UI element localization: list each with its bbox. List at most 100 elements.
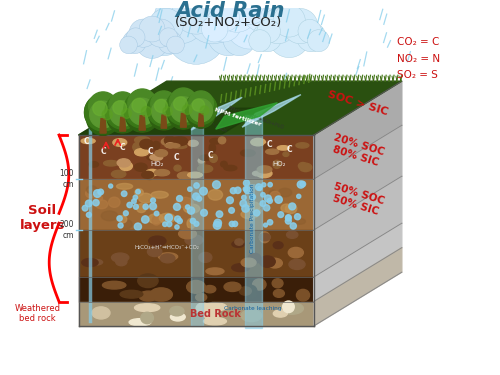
- Ellipse shape: [196, 124, 205, 128]
- Circle shape: [110, 101, 136, 126]
- Circle shape: [298, 20, 322, 43]
- Circle shape: [163, 107, 172, 116]
- Text: C: C: [208, 151, 214, 160]
- Circle shape: [122, 191, 127, 196]
- Ellipse shape: [104, 160, 118, 166]
- Ellipse shape: [134, 163, 147, 171]
- Polygon shape: [314, 223, 402, 302]
- Circle shape: [174, 203, 180, 210]
- Circle shape: [254, 210, 260, 216]
- Text: CO₂ = C: CO₂ = C: [397, 37, 440, 47]
- Ellipse shape: [144, 277, 158, 285]
- Ellipse shape: [146, 172, 154, 180]
- Ellipse shape: [278, 188, 291, 197]
- Ellipse shape: [268, 258, 282, 268]
- Circle shape: [275, 196, 282, 203]
- Circle shape: [216, 0, 258, 32]
- Ellipse shape: [178, 229, 196, 239]
- Circle shape: [200, 188, 207, 195]
- Ellipse shape: [112, 170, 126, 178]
- Circle shape: [186, 205, 190, 209]
- Circle shape: [126, 28, 145, 46]
- Circle shape: [150, 198, 156, 203]
- Circle shape: [257, 20, 280, 43]
- Ellipse shape: [203, 303, 226, 311]
- Ellipse shape: [251, 138, 266, 146]
- Circle shape: [105, 94, 140, 129]
- Ellipse shape: [210, 138, 222, 144]
- Ellipse shape: [152, 216, 160, 225]
- Circle shape: [186, 0, 238, 44]
- Ellipse shape: [210, 154, 218, 162]
- Ellipse shape: [135, 189, 143, 196]
- Circle shape: [142, 216, 149, 223]
- Circle shape: [165, 214, 172, 222]
- Circle shape: [289, 203, 296, 210]
- Circle shape: [159, 28, 178, 46]
- Ellipse shape: [204, 318, 227, 325]
- Ellipse shape: [137, 128, 147, 132]
- Circle shape: [166, 36, 184, 54]
- Ellipse shape: [142, 171, 154, 178]
- Circle shape: [166, 4, 226, 64]
- Text: SO₂ = S: SO₂ = S: [397, 70, 438, 80]
- Ellipse shape: [160, 254, 175, 263]
- Circle shape: [214, 219, 222, 226]
- Ellipse shape: [89, 162, 99, 167]
- Ellipse shape: [186, 280, 206, 293]
- Ellipse shape: [235, 239, 243, 245]
- Circle shape: [84, 94, 122, 131]
- Circle shape: [200, 209, 207, 216]
- Circle shape: [214, 221, 221, 229]
- Text: HO₂: HO₂: [150, 161, 164, 167]
- Ellipse shape: [246, 285, 257, 299]
- Text: Bed Rock: Bed Rock: [190, 309, 241, 319]
- Ellipse shape: [133, 142, 143, 152]
- Ellipse shape: [300, 163, 312, 172]
- Text: (SO₂+NO₂+CO₂): (SO₂+NO₂+CO₂): [175, 16, 282, 29]
- Ellipse shape: [240, 287, 252, 295]
- Ellipse shape: [160, 213, 175, 223]
- Ellipse shape: [198, 165, 212, 172]
- Circle shape: [134, 223, 141, 230]
- Ellipse shape: [162, 138, 174, 146]
- Circle shape: [300, 181, 306, 187]
- Text: SOC > SIC: SOC > SIC: [326, 89, 389, 117]
- Ellipse shape: [298, 162, 308, 169]
- Polygon shape: [242, 94, 301, 127]
- Circle shape: [174, 216, 180, 222]
- Circle shape: [228, 207, 234, 213]
- Circle shape: [234, 187, 241, 194]
- Ellipse shape: [129, 319, 151, 326]
- Text: C: C: [286, 145, 292, 154]
- Circle shape: [93, 101, 107, 115]
- Ellipse shape: [241, 258, 256, 267]
- Ellipse shape: [281, 204, 291, 212]
- Circle shape: [200, 106, 209, 115]
- Circle shape: [132, 98, 146, 112]
- Circle shape: [122, 109, 132, 118]
- Circle shape: [216, 211, 222, 218]
- Circle shape: [105, 94, 140, 129]
- Ellipse shape: [188, 140, 198, 146]
- Circle shape: [192, 99, 204, 111]
- Text: C: C: [120, 143, 126, 152]
- Ellipse shape: [146, 170, 158, 176]
- Ellipse shape: [148, 204, 157, 210]
- Circle shape: [264, 223, 268, 227]
- Ellipse shape: [170, 306, 184, 316]
- Ellipse shape: [150, 154, 162, 160]
- Text: Carbonate Precipitation: Carbonate Precipitation: [250, 184, 256, 253]
- Circle shape: [209, 8, 244, 43]
- Circle shape: [147, 93, 180, 126]
- Text: NO₂+O₂+H₂O→H⁺+NO₃: NO₂+O₂+H₂O→H⁺+NO₃: [174, 105, 228, 134]
- Polygon shape: [78, 277, 314, 302]
- Ellipse shape: [172, 136, 188, 146]
- Ellipse shape: [232, 264, 250, 272]
- Polygon shape: [314, 125, 402, 230]
- Ellipse shape: [232, 241, 244, 248]
- Circle shape: [124, 91, 161, 128]
- Polygon shape: [100, 118, 106, 133]
- Circle shape: [296, 22, 326, 52]
- Ellipse shape: [159, 126, 168, 130]
